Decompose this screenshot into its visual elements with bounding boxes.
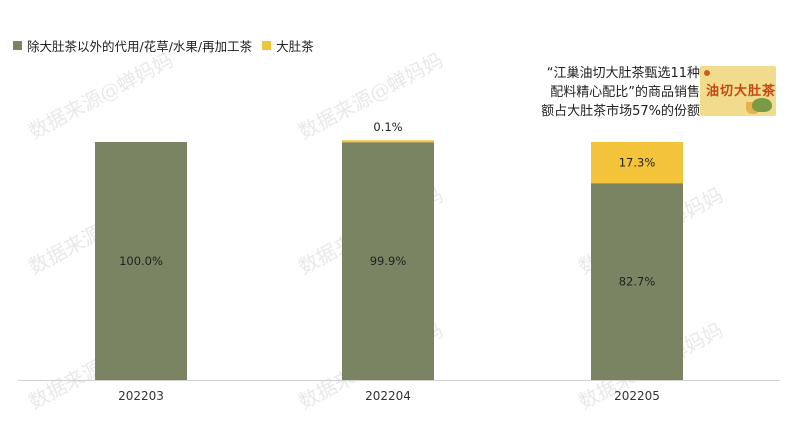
product-image: 油切大肚茶	[700, 66, 776, 116]
brand-dot-icon	[704, 70, 710, 76]
bar-series-b-202205	[591, 142, 683, 184]
legend-label-series-a: 除大肚茶以外的代用/花草/水果/再加工茶	[27, 39, 253, 54]
bar-series-b-202204	[342, 140, 434, 143]
data-label-series-b-202204: 0.1%	[373, 120, 402, 134]
legend: 除大肚茶以外的代用/花草/水果/再加工茶 大肚茶	[13, 36, 314, 55]
data-label-series-a-202205: 82.7%	[619, 275, 656, 289]
legend-swatch-series-b	[262, 41, 272, 50]
annotation-line-3: 额占大肚茶市场57%的份额	[541, 104, 700, 119]
legend-swatch-series-a	[13, 41, 22, 50]
annotation-line-1: “江巢油切大肚茶甄选11种	[546, 66, 700, 81]
legend-label-series-b: 大肚茶	[276, 39, 314, 54]
legend-item-series-b: 大肚茶	[262, 36, 314, 55]
data-label-series-a-202204: 99.9%	[370, 254, 407, 268]
legend-item-series-a: 除大肚茶以外的代用/花草/水果/再加工茶	[13, 36, 252, 55]
product-name: 油切大肚茶	[706, 84, 776, 99]
x-tick-label-202205: 202205	[614, 389, 660, 403]
bar-series-a-202205	[591, 183, 683, 380]
x-tick-label-202204: 202204	[365, 389, 411, 403]
bar-series-a-202204	[342, 142, 434, 380]
annotation-line-2: 配料精心配比”的商品销售	[550, 85, 700, 100]
x-tick-label-202203: 202203	[118, 389, 164, 403]
annotation-note: “江巢油切大肚茶甄选11种 配料精心配比”的商品销售 额占大肚茶市场57%的份额	[530, 64, 700, 121]
data-label-series-b-202205: 17.3%	[619, 156, 656, 170]
data-label-series-a-202203: 100.0%	[119, 254, 163, 268]
leaf-icon	[752, 98, 772, 112]
bar-series-a-202203	[95, 142, 187, 380]
